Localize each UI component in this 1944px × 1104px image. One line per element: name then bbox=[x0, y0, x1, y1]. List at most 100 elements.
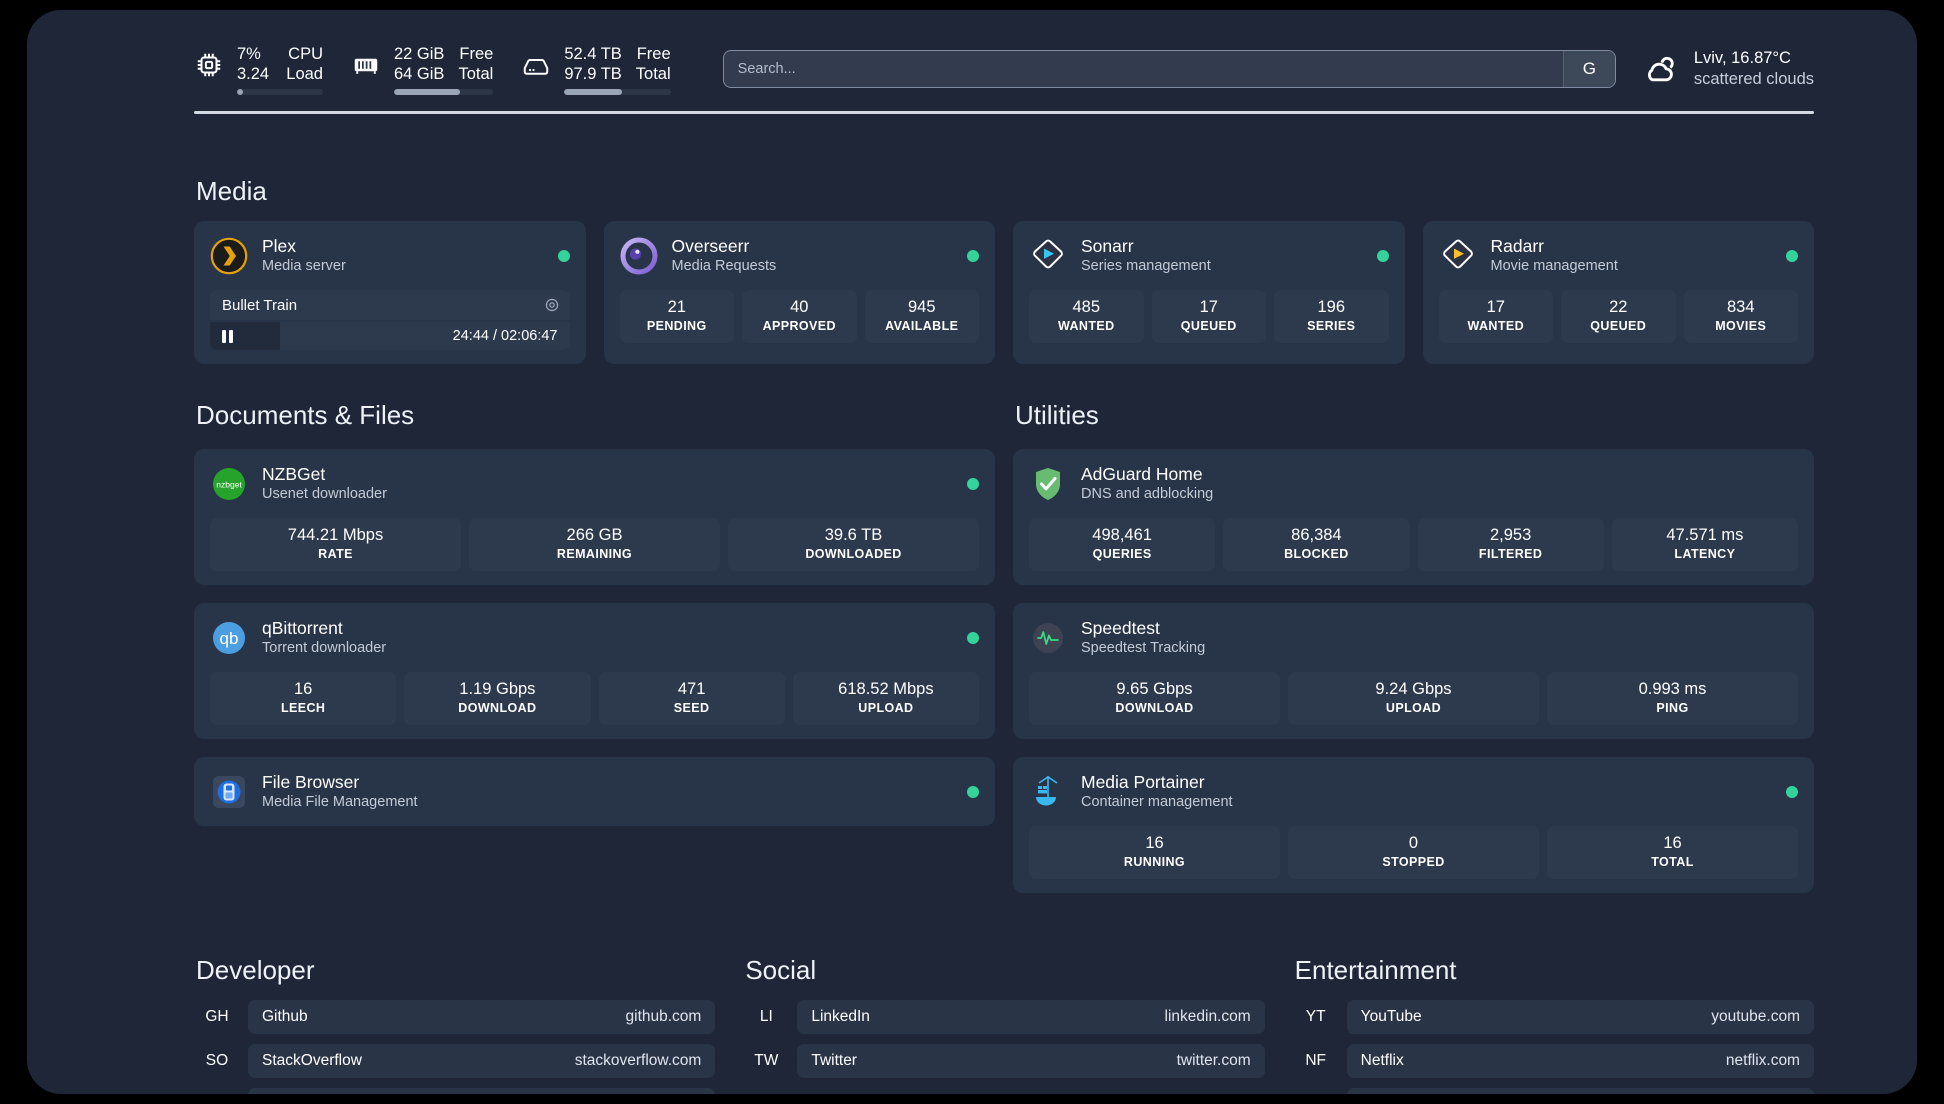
bookmark-abbr: YT bbox=[1305, 1008, 1326, 1025]
dashboard-header: 7% CPU 3.24 Load bbox=[194, 38, 1814, 100]
service-card-sonarr[interactable]: Sonarr Series management 485 WANTED 17 Q… bbox=[1013, 221, 1405, 364]
stat-tile: 1.19 Gbps DOWNLOAD bbox=[404, 672, 591, 725]
filebrowser-status-indicator bbox=[967, 785, 979, 798]
overseerr-stats: 21 PENDING 40 APPROVED 945 AVAILABLE bbox=[619, 290, 979, 343]
cpu-usage-bar bbox=[237, 88, 323, 95]
stat-value: 47.571 ms bbox=[1666, 526, 1744, 544]
bookmark-link[interactable]: LinkedIn linkedin.com bbox=[797, 1000, 1265, 1034]
bookmark-link[interactable]: Netflix netflix.com bbox=[1346, 1044, 1814, 1078]
dashboard-page: 7% CPU 3.24 Load bbox=[27, 10, 1917, 1094]
service-card-nzbget[interactable]: nzbget NZBGet Usenet downloader 744.21 M… bbox=[194, 449, 995, 585]
bookmark-item[interactable]: LI LinkedIn linkedin.com bbox=[743, 1000, 1265, 1034]
stat-label: RUNNING bbox=[1123, 855, 1186, 869]
service-card-radarr[interactable]: Radarr Movie management 17 WANTED 22 QUE… bbox=[1422, 221, 1814, 364]
memory-free-value: 22 GiB bbox=[394, 44, 445, 63]
radarr-stats: 17 WANTED 22 QUEUED 834 MOVIES bbox=[1438, 290, 1798, 343]
stat-value: 618.52 Mbps bbox=[838, 680, 934, 698]
bookmark-item[interactable]: RE Reddit reddit.com bbox=[1293, 1088, 1814, 1094]
stat-value: 1.19 Gbps bbox=[459, 680, 536, 698]
bookmark-name: Netflix bbox=[1360, 1052, 1404, 1069]
bookmark-group-developer: Developer GH Github github.com SO StackO… bbox=[194, 955, 716, 1094]
bookmark-item[interactable]: NF Netflix netflix.com bbox=[1293, 1044, 1814, 1078]
stat-label: MOVIES bbox=[1715, 319, 1767, 333]
stat-label: REMAINING bbox=[556, 547, 633, 561]
bookmark-name: StackOverflow bbox=[262, 1052, 362, 1069]
service-card-speedtest[interactable]: Speedtest Speedtest Tracking 9.65 Gbps D… bbox=[1013, 603, 1814, 739]
qbittorrent-subtitle: Torrent downloader bbox=[262, 640, 387, 656]
nzbget-status-indicator bbox=[967, 477, 979, 490]
stat-tile: 945 AVAILABLE bbox=[864, 290, 979, 343]
section-title-media: Media bbox=[196, 176, 267, 206]
bookmark-group-title: Entertainment bbox=[1294, 955, 1457, 985]
search-input[interactable] bbox=[723, 51, 1563, 87]
svg-text:nzbget: nzbget bbox=[216, 479, 242, 489]
bookmark-host: youtube.com bbox=[1711, 1008, 1800, 1025]
bookmark-host: linkedin.com bbox=[1164, 1008, 1251, 1025]
stat-label: DOWNLOADED bbox=[805, 547, 902, 561]
memory-icon bbox=[351, 50, 381, 80]
service-card-filebrowser[interactable]: File Browser Media File Management bbox=[194, 757, 995, 826]
stat-tile: 21 PENDING bbox=[619, 290, 734, 343]
stat-label: SEED bbox=[673, 701, 710, 715]
stat-value: 834 bbox=[1726, 298, 1755, 316]
stat-label: APPROVED bbox=[762, 319, 836, 333]
service-card-adguard[interactable]: AdGuard Home DNS and adblocking 498,461 … bbox=[1013, 449, 1814, 585]
plex-title: Plex bbox=[262, 236, 297, 256]
stat-label: BLOCKED bbox=[1284, 547, 1349, 561]
settings-gear-icon[interactable] bbox=[544, 297, 560, 313]
sonarr-subtitle: Series management bbox=[1081, 258, 1211, 274]
bookmark-abbr: SO bbox=[205, 1052, 229, 1069]
bookmark-link[interactable]: YouTube youtube.com bbox=[1346, 1000, 1814, 1034]
search-engine-button[interactable]: G bbox=[1562, 51, 1615, 87]
stat-label: LATENCY bbox=[1674, 547, 1736, 561]
bookmark-item[interactable]: DT DEV dev.to bbox=[194, 1088, 716, 1094]
system-stat-cpu: 7% CPU 3.24 Load bbox=[194, 44, 323, 95]
stat-tile: 471 SEED bbox=[598, 672, 785, 725]
search-bar[interactable]: G bbox=[722, 50, 1616, 88]
stat-tile: 40 APPROVED bbox=[742, 290, 857, 343]
cpu-usage-bar-fill bbox=[237, 88, 244, 95]
stat-label: UPLOAD bbox=[858, 701, 914, 715]
service-card-portainer[interactable]: Media Portainer Container management 16 … bbox=[1013, 757, 1814, 893]
stat-label: QUEUED bbox=[1180, 319, 1237, 333]
bookmark-link[interactable]: StackOverflow stackoverflow.com bbox=[248, 1044, 716, 1078]
cpu-load-value: 3.24 bbox=[237, 64, 270, 83]
qbittorrent-status-indicator bbox=[967, 631, 979, 644]
bookmark-host: stackoverflow.com bbox=[574, 1052, 702, 1069]
stat-tile: 834 MOVIES bbox=[1683, 290, 1798, 343]
bookmark-link[interactable]: Reddit reddit.com bbox=[1346, 1088, 1814, 1094]
bookmark-item[interactable]: GH Github github.com bbox=[194, 1000, 716, 1034]
stat-tile: 16 LEECH bbox=[210, 672, 397, 725]
stat-value: 22 bbox=[1609, 298, 1628, 316]
adguard-subtitle: DNS and adblocking bbox=[1081, 486, 1214, 502]
bookmark-item[interactable]: SO StackOverflow stackoverflow.com bbox=[194, 1044, 716, 1078]
stat-value: 744.21 Mbps bbox=[287, 526, 384, 544]
stat-label: WANTED bbox=[1057, 319, 1115, 333]
weather-temperature: Lviv, 16.87°C bbox=[1693, 49, 1791, 67]
stat-tile: 266 GB REMAINING bbox=[469, 518, 720, 571]
bookmark-link[interactable]: Github github.com bbox=[248, 1000, 716, 1034]
pause-icon[interactable] bbox=[210, 329, 233, 343]
bookmark-link[interactable]: Twitter twitter.com bbox=[797, 1044, 1265, 1078]
nzbget-stats: 744.21 Mbps RATE 266 GB REMAINING 39.6 T… bbox=[210, 518, 979, 571]
plex-logo-icon bbox=[210, 237, 248, 275]
stat-label: TOTAL bbox=[1651, 855, 1694, 869]
disk-usage-bar bbox=[564, 88, 671, 95]
radarr-logo-icon bbox=[1439, 237, 1477, 275]
stat-tile: 47.571 ms LATENCY bbox=[1611, 518, 1798, 571]
service-card-qbittorrent[interactable]: qb qBittorrent Torrent downloader 16 LEE… bbox=[194, 603, 995, 739]
service-card-plex[interactable]: Plex Media server Bullet Train bbox=[194, 221, 586, 364]
nzbget-title: NZBGet bbox=[262, 464, 326, 484]
memory-total-value: 64 GiB bbox=[394, 64, 445, 83]
stat-value: 196 bbox=[1317, 298, 1346, 316]
cpu-icon bbox=[194, 50, 224, 80]
filebrowser-title: File Browser bbox=[262, 772, 360, 792]
portainer-logo-icon bbox=[1029, 773, 1067, 811]
bookmark-item[interactable]: TW Twitter twitter.com bbox=[743, 1044, 1265, 1078]
bookmark-link[interactable]: DEV dev.to bbox=[248, 1088, 716, 1094]
disk-total-value: 97.9 TB bbox=[564, 64, 622, 83]
service-card-overseerr[interactable]: Overseerr Media Requests 21 PENDING 40 A… bbox=[603, 221, 995, 364]
plex-playback-bar[interactable]: 24:44 / 02:06:47 bbox=[210, 322, 570, 350]
stat-value: 0.993 ms bbox=[1638, 680, 1707, 698]
bookmark-item[interactable]: YT YouTube youtube.com bbox=[1293, 1000, 1814, 1034]
